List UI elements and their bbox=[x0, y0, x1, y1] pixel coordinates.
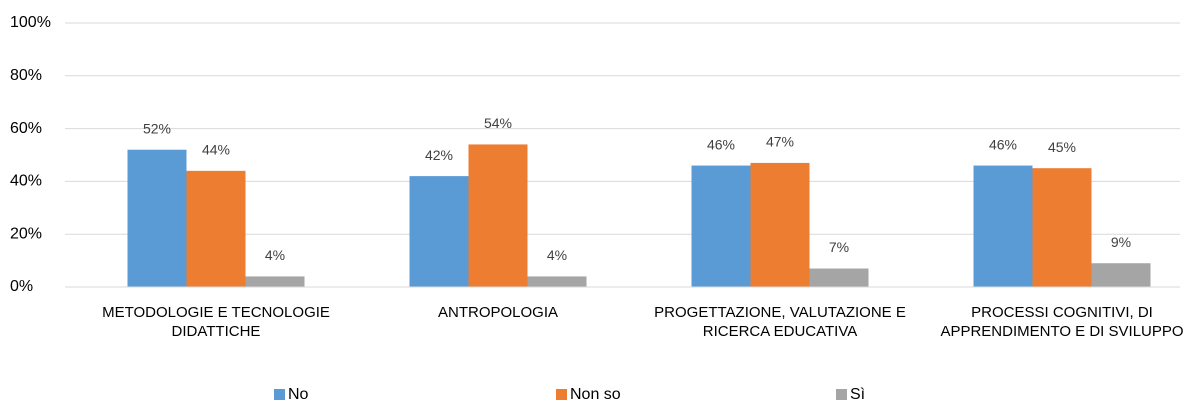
bar bbox=[186, 170, 246, 287]
bar bbox=[245, 276, 305, 287]
bar bbox=[1032, 168, 1092, 287]
y-tick-label: 40% bbox=[10, 173, 42, 190]
legend-label: Non so bbox=[570, 386, 621, 403]
x-tick-label: PROGETTAZIONE, VALUTAZIONE E RICERCA EDU… bbox=[654, 304, 906, 340]
value-label: 46% bbox=[707, 136, 735, 152]
value-label: 44% bbox=[202, 142, 230, 158]
x-tick-label: ANTROPOLOGIA bbox=[437, 304, 559, 321]
bar bbox=[127, 149, 187, 287]
y-tick-label: 100% bbox=[10, 14, 51, 31]
x-tick-label: PROCESSI COGNITIVI, DI APPRENDIMENTO E D… bbox=[940, 304, 1184, 340]
value-label: 7% bbox=[829, 239, 849, 255]
y-tick-label: 60% bbox=[10, 120, 42, 137]
bar bbox=[809, 268, 869, 287]
value-label: 9% bbox=[1111, 234, 1131, 250]
legend-swatch bbox=[836, 389, 847, 400]
value-label: 52% bbox=[143, 120, 171, 136]
bar bbox=[691, 165, 751, 287]
bar bbox=[1091, 263, 1151, 287]
value-label: 46% bbox=[989, 136, 1017, 152]
value-label: 4% bbox=[547, 247, 567, 263]
bar bbox=[973, 165, 1033, 287]
bar bbox=[527, 276, 587, 287]
x-tick-label: METODOLOGIE E TECNOLOGIE DIDATTICHE bbox=[102, 304, 330, 340]
value-label: 4% bbox=[265, 247, 285, 263]
legend-label: Sì bbox=[850, 386, 865, 403]
legend-swatch bbox=[274, 389, 285, 400]
legend-label: No bbox=[288, 386, 309, 403]
value-label: 45% bbox=[1048, 139, 1076, 155]
value-label: 47% bbox=[766, 134, 794, 150]
y-tick-label: 20% bbox=[10, 225, 42, 242]
y-tick-label: 80% bbox=[10, 67, 42, 84]
value-label: 42% bbox=[425, 147, 453, 163]
bar bbox=[468, 144, 528, 287]
bar bbox=[409, 176, 469, 287]
legend-swatch bbox=[556, 389, 567, 400]
bar bbox=[750, 162, 810, 287]
value-label: 54% bbox=[484, 115, 512, 131]
y-tick-label: 0% bbox=[10, 278, 33, 295]
